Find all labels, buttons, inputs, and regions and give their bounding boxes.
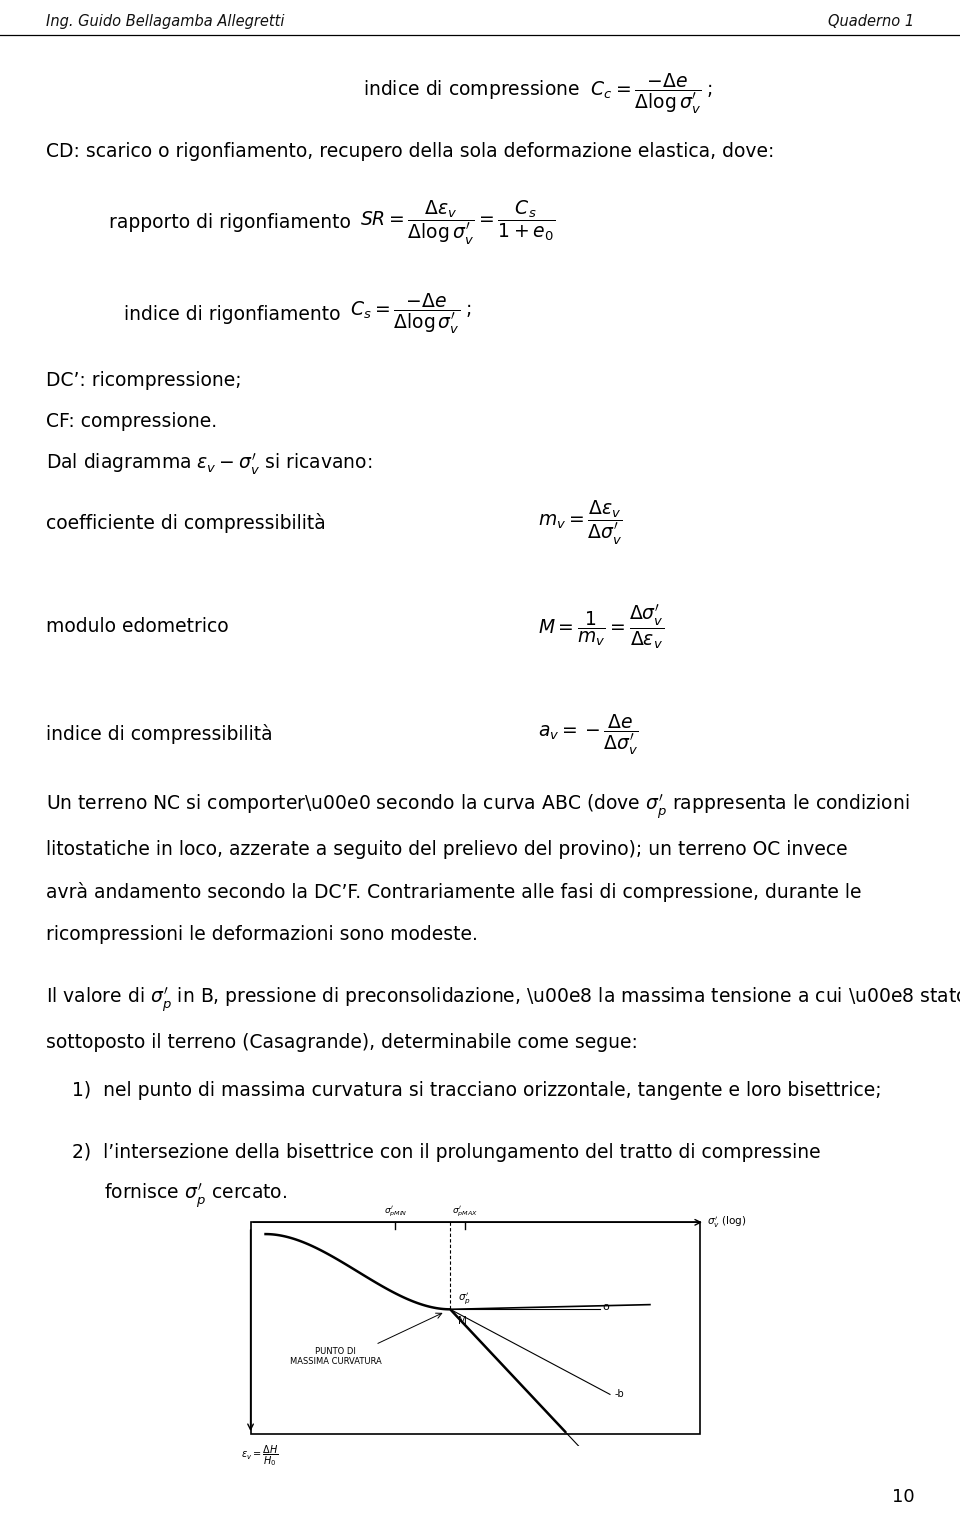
Text: CF: compressione.: CF: compressione. [46,413,217,431]
Text: coefficiente di compressibilità: coefficiente di compressibilità [46,513,325,534]
Text: -b: -b [615,1390,625,1399]
Text: 1)  nel punto di massima curvatura si tracciano orizzontale, tangente e loro bis: 1) nel punto di massima curvatura si tra… [72,1082,881,1100]
Text: litostatiche in loco, azzerate a seguito del prelievo del provino); un terreno O: litostatiche in loco, azzerate a seguito… [46,840,848,859]
Text: avrà andamento secondo la DC’F. Contrariamente alle fasi di compressione, durant: avrà andamento secondo la DC’F. Contrari… [46,881,861,903]
Text: $\sigma_p^{\prime}$: $\sigma_p^{\prime}$ [458,1289,470,1306]
Text: $\varepsilon_v = \dfrac{\Delta H}{H_0}$: $\varepsilon_v = \dfrac{\Delta H}{H_0}$ [241,1443,278,1468]
Text: o: o [603,1302,610,1312]
Text: $a_v = -\dfrac{\Delta e}{\Delta \sigma_v^{\prime}}$: $a_v = -\dfrac{\Delta e}{\Delta \sigma_v… [538,711,638,757]
Text: modulo edometrico: modulo edometrico [46,617,228,636]
Text: 10: 10 [892,1488,915,1506]
Text: $\sigma_{pMIN}^{\prime}$: $\sigma_{pMIN}^{\prime}$ [384,1204,407,1218]
Text: indice di compressione  $C_c = \dfrac{-\Delta e}{\Delta \log \sigma_v^{\prime}}\: indice di compressione $C_c = \dfrac{-\D… [363,71,712,117]
Text: Il valore di $\sigma_p^{\prime}$ in B, pressione di preconsolidazione, \u00e8 la: Il valore di $\sigma_p^{\prime}$ in B, p… [46,986,960,1013]
Text: $C_s = \dfrac{-\Delta e}{\Delta \log \sigma_v^{\prime}}\;$;: $C_s = \dfrac{-\Delta e}{\Delta \log \si… [350,291,472,337]
Text: PUNTO DI
MASSIMA CURVATURA: PUNTO DI MASSIMA CURVATURA [290,1347,381,1367]
Text: $M = \dfrac{1}{m_v} = \dfrac{\Delta \sigma_v^{\prime}}{\Delta \varepsilon_v}$: $M = \dfrac{1}{m_v} = \dfrac{\Delta \sig… [538,602,663,651]
Text: Un terreno NC si comporter\u00e0 secondo la curva ABC (dove $\sigma_p^{\prime}$ : Un terreno NC si comporter\u00e0 secondo… [46,793,910,821]
Text: $SR = \dfrac{\Delta \varepsilon_v}{\Delta \log \sigma_v^{\prime}} = \dfrac{C_s}{: $SR = \dfrac{\Delta \varepsilon_v}{\Delt… [360,199,555,247]
Text: ricompressioni le deformazioni sono modeste.: ricompressioni le deformazioni sono mode… [46,925,478,944]
Text: Ing. Guido Bellagamba Allegretti: Ing. Guido Bellagamba Allegretti [46,14,284,29]
Text: $m_v = \dfrac{\Delta \varepsilon_v}{\Delta \sigma_v^{\prime}}$: $m_v = \dfrac{\Delta \varepsilon_v}{\Del… [538,499,622,548]
Text: DC’: ricompressione;: DC’: ricompressione; [46,372,242,390]
Text: $\sigma_v^{\prime}$ (log): $\sigma_v^{\prime}$ (log) [708,1215,747,1230]
Text: rapporto di rigonfiamento: rapporto di rigonfiamento [108,214,350,232]
Text: indice di compressibilità: indice di compressibilità [46,724,273,745]
Text: fornisce $\sigma_p^{\prime}$ cercato.: fornisce $\sigma_p^{\prime}$ cercato. [104,1182,287,1209]
Text: CD: scarico o rigonfiamento, recupero della sola deformazione elastica, dove:: CD: scarico o rigonfiamento, recupero de… [46,143,775,161]
Text: Quaderno 1: Quaderno 1 [828,14,914,29]
Text: sottoposto il terreno (Casagrande), determinabile come segue:: sottoposto il terreno (Casagrande), dete… [46,1033,638,1051]
Text: indice di rigonfiamento: indice di rigonfiamento [124,305,341,323]
Text: M: M [458,1317,467,1326]
Text: 2)  l’intersezione della bisettrice con il prolungamento del tratto di compressi: 2) l’intersezione della bisettrice con i… [72,1144,821,1162]
Text: Dal diagramma $\varepsilon_v - \sigma_v^{\prime}$ si ricavano:: Dal diagramma $\varepsilon_v - \sigma_v^… [46,452,372,476]
Text: $\sigma_{pMAX}^{\prime}$: $\sigma_{pMAX}^{\prime}$ [452,1204,478,1218]
